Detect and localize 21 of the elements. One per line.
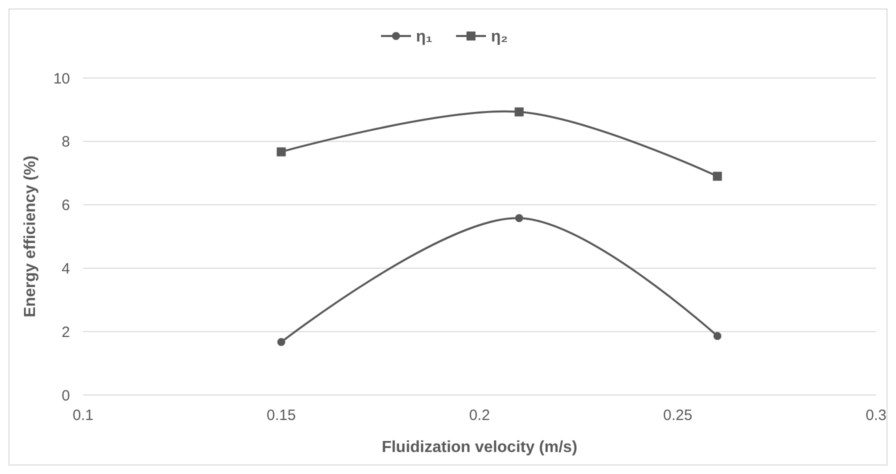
y-tick-label: 4 xyxy=(62,260,70,278)
point xyxy=(514,107,524,116)
x-tick-label: 0.2 xyxy=(469,407,490,424)
point xyxy=(713,332,722,340)
point xyxy=(276,147,286,156)
x-tick-label: 0.1 xyxy=(72,407,94,424)
legend-label: η₂ xyxy=(491,28,508,46)
x-tick-label: 0.15 xyxy=(266,407,296,424)
y-tick-label: 0 xyxy=(62,387,70,404)
x-tick-label: 0.3 xyxy=(866,407,886,424)
x-tick-label: 0.25 xyxy=(663,407,692,424)
point xyxy=(712,172,722,181)
y-tick-label: 6 xyxy=(62,197,70,214)
y-tick-label: 2 xyxy=(62,324,70,341)
x-axis-title: Fluidization velocity (m/s) xyxy=(382,439,578,456)
y-axis-title: Energy efficiency (%) xyxy=(22,156,39,318)
y-tick-label: 8 xyxy=(62,134,70,151)
legend-label: η₁ xyxy=(416,28,433,46)
y-tick-label: 10 xyxy=(53,70,70,88)
point xyxy=(515,214,524,222)
point xyxy=(277,338,286,346)
